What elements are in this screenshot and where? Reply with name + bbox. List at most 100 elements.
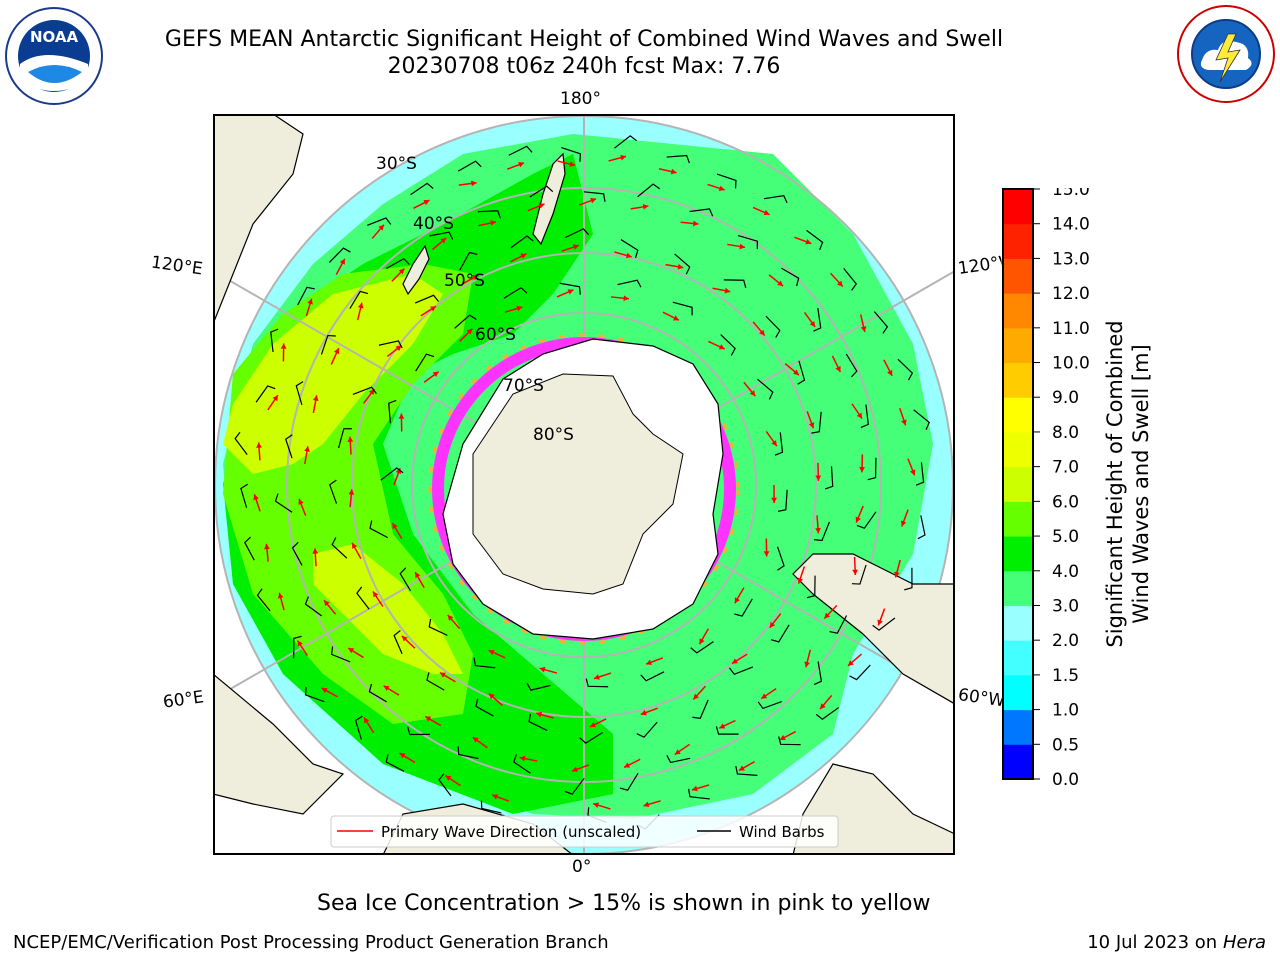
footer-date-text: 10 Jul 2023 on: [1087, 932, 1223, 953]
wave-arrow: [883, 359, 893, 377]
wind-barb: [473, 657, 496, 669]
wave-arrow: [413, 199, 430, 210]
wave-arrow: [424, 715, 442, 727]
colorbar-block: [1003, 709, 1033, 745]
colorbar-ticks: 0.0 0.5 1.0 1.5 2.0 3.0 4.0 5.0 6.0 7.0 8.0 9.0 10.0…: [1033, 188, 1090, 788]
wave-arrow: [708, 340, 726, 350]
wave-arrow: [859, 314, 867, 333]
wind-barb: [564, 777, 585, 795]
wind-barb: [356, 586, 370, 610]
colorbar-tick-label: 1.0: [1052, 701, 1079, 721]
wind-barb: [849, 664, 871, 681]
wave-arrow: [519, 755, 538, 762]
wind-barb: [674, 253, 691, 275]
wind-barb: [528, 713, 548, 731]
wave-arrow: [383, 685, 400, 696]
wave-arrow: [510, 253, 527, 263]
wind-barb: [510, 235, 534, 249]
chart-subtitle: 20230708 t06z 240h fcst Max: 7.76: [387, 54, 781, 79]
wind-barb: [331, 537, 348, 559]
wave-arrow: [593, 672, 612, 680]
wind-barb: [274, 493, 293, 513]
wind-barb: [354, 715, 363, 740]
wave-arrow: [658, 168, 677, 175]
wind-barb: [672, 301, 693, 316]
wind-barb: [438, 773, 452, 797]
wind-barb: [734, 598, 753, 617]
wave-arrow: [277, 592, 285, 611]
wave-arrow: [280, 343, 287, 362]
wind-barb: [256, 588, 271, 612]
lat-label-80s: 80°S: [533, 425, 574, 445]
wind-barb: [304, 686, 325, 703]
wind-barb: [806, 575, 816, 599]
wave-arrow: [803, 312, 816, 328]
wave-arrow: [784, 362, 800, 376]
wind-barb: [689, 208, 714, 217]
wave-arrow: [398, 413, 405, 432]
wave-arrow: [458, 180, 477, 187]
wind-barb: [829, 615, 848, 634]
wind-barb: [872, 617, 896, 631]
lon-label-180: 180°: [560, 89, 601, 109]
wind-barb: [414, 294, 439, 304]
wind-barb: [636, 721, 658, 738]
wind-barb: [585, 678, 609, 688]
colorbar-block: [1003, 223, 1033, 259]
wind-barb: [774, 432, 784, 456]
colorbar-tick-label: 14.0: [1052, 215, 1090, 235]
wind-barb: [843, 267, 858, 291]
wave-direction-arrows: [253, 154, 916, 810]
wave-arrow: [391, 522, 403, 539]
wave-arrow: [763, 538, 770, 557]
wave-arrow: [507, 161, 525, 170]
wind-barb: [720, 334, 736, 356]
wave-arrow: [401, 635, 416, 649]
wind-barb: [723, 279, 747, 289]
wind-barb: [619, 772, 639, 791]
chart-title: GEFS MEAN Antarctic Significant Height o…: [164, 27, 1004, 52]
wind-barb: [757, 700, 782, 710]
colorbar-tick-label: 2.0: [1052, 631, 1079, 651]
wave-arrow: [527, 203, 545, 212]
wind-barb: [715, 726, 739, 735]
wind-barb: [716, 173, 737, 189]
wave-arrow: [335, 258, 346, 275]
wave-arrow: [478, 220, 497, 227]
colorbar-tick-label: 0.0: [1052, 770, 1079, 788]
wave-arrow: [900, 509, 909, 527]
wave-arrow: [674, 743, 691, 756]
wind-barb: [666, 755, 691, 764]
polar-map: 30°S 40°S 50°S 60°S 70°S 80°S Primary Wa…: [213, 114, 955, 855]
wave-arrow: [680, 220, 699, 227]
wave-arrow: [330, 347, 340, 365]
sea-ice-caption: Sea Ice Concentration > 15% is shown in …: [317, 891, 931, 916]
wave-arrow: [691, 784, 710, 792]
colorbar-block: [1003, 362, 1033, 398]
colorbar-block: [1003, 605, 1033, 641]
wind-barb: [459, 251, 478, 271]
wave-arrow: [831, 355, 842, 373]
lat-label-60s: 60°S: [475, 325, 516, 345]
wave-arrow: [779, 730, 797, 741]
wind-barb: [583, 191, 606, 202]
lon-label-60e: 60°E: [161, 687, 206, 713]
footer-branch: NCEP/EMC/Verification Post Processing Pr…: [13, 932, 609, 953]
wave-arrow: [420, 305, 437, 317]
wave-arrow: [640, 707, 658, 716]
sea-ice-edge: [428, 333, 740, 645]
wave-arrow: [712, 287, 731, 294]
wind-barb: [457, 746, 479, 760]
wind-barb: [815, 707, 839, 721]
wind-barb: [415, 353, 435, 372]
wave-arrow: [734, 587, 745, 604]
colorbar-tick-label: 5.0: [1052, 527, 1079, 547]
colorbar-tick-label: 15.0: [1052, 188, 1090, 200]
wind-barb: [688, 788, 710, 800]
wave-arrow: [371, 224, 385, 239]
wind-barb: [845, 353, 858, 378]
wind-barb: [385, 754, 405, 772]
map-frame: [213, 114, 955, 855]
wind-barb: [369, 520, 389, 539]
colorbar-tick-label: 12.0: [1052, 284, 1090, 304]
